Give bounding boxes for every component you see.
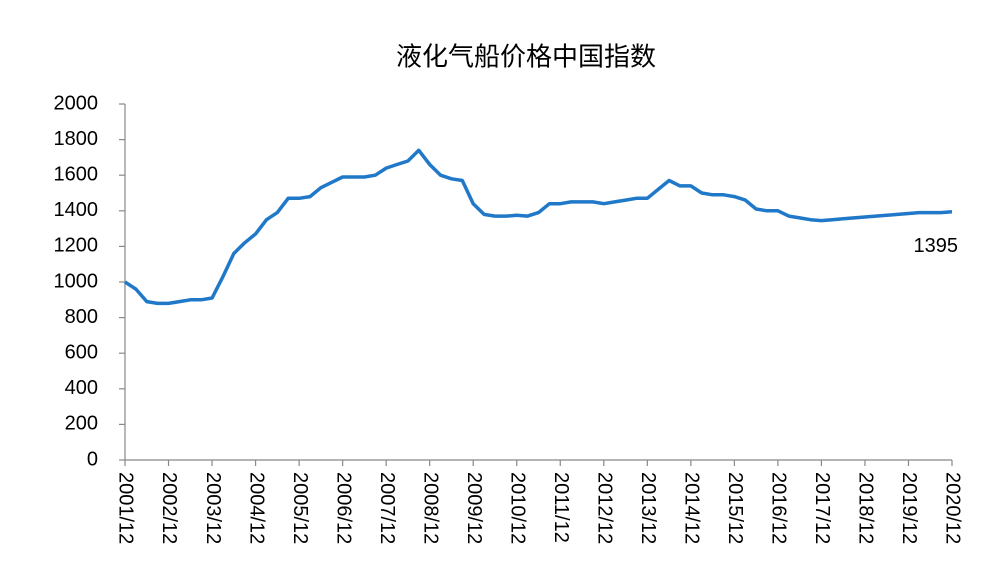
x-tick-label: 2009/12 [463, 472, 485, 544]
x-tick-label: 2005/12 [289, 472, 311, 544]
y-tick-label: 0 [87, 448, 98, 470]
x-tick-label: 2006/12 [332, 472, 354, 544]
data-line [124, 148, 953, 306]
y-tick-label: 800 [65, 306, 98, 328]
x-tick-label: 2013/12 [637, 472, 659, 544]
chart-title: 液化气船价格中国指数 [396, 43, 656, 73]
x-tick-label: 2017/12 [811, 472, 833, 544]
x-tick-label: 2008/12 [419, 472, 441, 544]
y-tick-label: 400 [65, 377, 98, 399]
data-label: 1395 [914, 235, 959, 257]
y-tick-label: 1800 [54, 128, 99, 150]
x-tick-label: 2002/12 [158, 472, 180, 544]
x-tick-label: 2010/12 [506, 472, 528, 544]
y-tick-label: 1200 [54, 235, 99, 257]
x-tick-label: 2001/12 [115, 472, 137, 544]
y-tick-label: 2000 [54, 92, 99, 114]
x-tick-label: 2012/12 [594, 472, 616, 544]
y-tick-label: 200 [65, 413, 98, 435]
x-tick-label: 2019/12 [898, 472, 920, 544]
y-tick-label: 1400 [54, 199, 99, 221]
x-tick-label: 2015/12 [724, 472, 746, 544]
x-tick-label: 2018/12 [855, 472, 877, 544]
y-tick-label: 1600 [54, 163, 99, 185]
x-tick-label: 2016/12 [768, 472, 790, 544]
y-tick-label: 1000 [54, 270, 99, 292]
x-tick-label: 2003/12 [202, 472, 224, 544]
x-tick-label: 2011/12 [550, 472, 572, 543]
x-tick-label: 2014/12 [681, 472, 703, 544]
x-tick-label: 2020/12 [942, 472, 964, 544]
y-tick-label: 600 [65, 341, 98, 363]
x-tick-label: 2007/12 [376, 472, 398, 544]
x-tick-label: 2004/12 [245, 472, 267, 544]
